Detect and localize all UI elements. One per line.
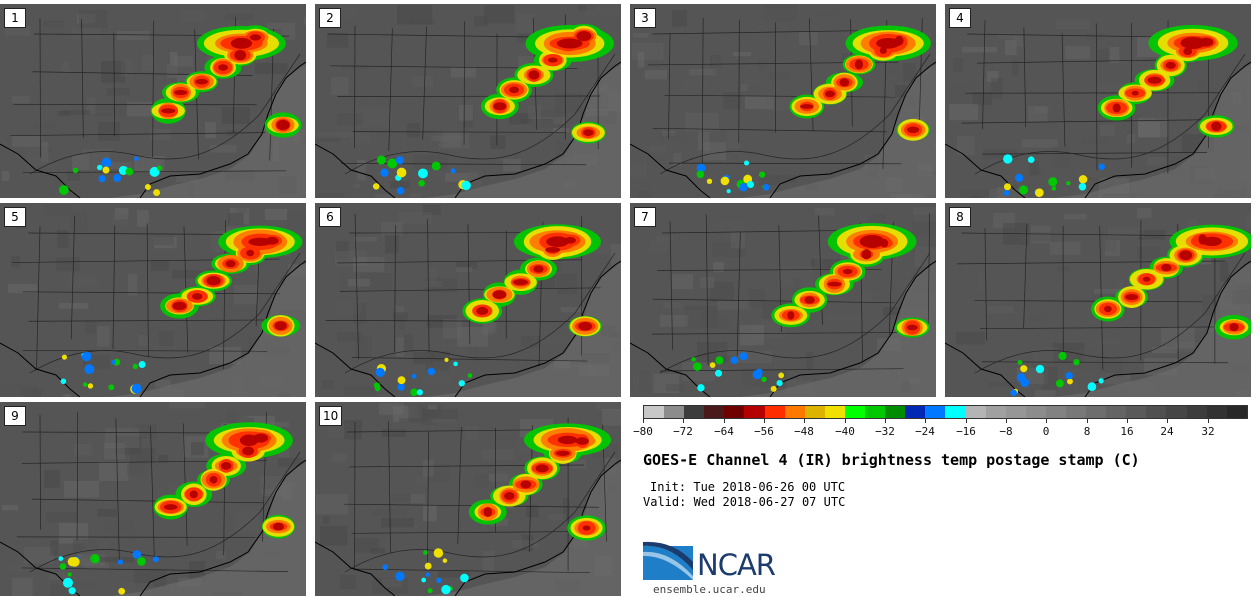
colorbar-swatch: [1226, 406, 1247, 418]
colorbar-swatch: [885, 406, 906, 418]
colorbar-tick-label: −32: [875, 425, 895, 438]
colorbar-swatch: [824, 406, 845, 418]
logo-url: ensemble.ucar.edu: [653, 583, 766, 596]
colorbar-tick-label: −48: [794, 425, 814, 438]
panel-number: 6: [319, 207, 341, 227]
colorbar-swatch: [925, 406, 946, 418]
colorbar-tick-label: −56: [754, 425, 774, 438]
colorbar-swatch: [1106, 406, 1127, 418]
colorbar-tick: [683, 419, 684, 423]
colorbar-tick-label: 8: [1083, 425, 1091, 438]
weather-map: [315, 402, 621, 596]
colorbar-swatch: [865, 406, 886, 418]
colorbar-tick: [1167, 419, 1168, 423]
colorbar-tick: [1208, 419, 1209, 423]
colorbar-swatch: [905, 406, 926, 418]
colorbar-tick-label: −16: [956, 425, 976, 438]
panel-number: 8: [949, 207, 971, 227]
init-time: Init: Tue 2018-06-26 00 UTC: [650, 480, 846, 494]
colorbar-swatch: [804, 406, 825, 418]
panel-number: 2: [319, 8, 341, 28]
colorbar-tick: [925, 419, 926, 423]
colorbar-tick-label: −24: [915, 425, 935, 438]
panel-number: 3: [634, 8, 656, 28]
colorbar-swatch: [985, 406, 1006, 418]
colorbar-tick-label: −40: [835, 425, 855, 438]
panel-number: 4: [949, 8, 971, 28]
colorbar-swatch: [1206, 406, 1227, 418]
colorbar-swatch: [1166, 406, 1187, 418]
colorbar-swatch: [1025, 406, 1046, 418]
colorbar-swatch: [744, 406, 765, 418]
colorbar: [643, 405, 1248, 419]
weather-map: [0, 203, 306, 397]
colorbar-tick-label: 32: [1201, 425, 1215, 438]
map-panel-5: 5: [0, 203, 306, 397]
colorbar-swatch: [1005, 406, 1026, 418]
colorbar-swatch: [704, 406, 725, 418]
colorbar-tick: [966, 419, 967, 423]
colorbar-tick-label: 16: [1120, 425, 1134, 438]
map-panel-8: 8: [945, 203, 1251, 397]
colorbar-swatch: [724, 406, 745, 418]
colorbar-tick-label: 0: [1042, 425, 1050, 438]
colorbar-swatch: [644, 406, 665, 418]
panel-number: 9: [4, 406, 26, 426]
weather-map: [315, 203, 621, 397]
colorbar-swatch: [945, 406, 966, 418]
map-panel-7: 7: [630, 203, 936, 397]
map-panel-3: 3: [630, 4, 936, 198]
colorbar-tick: [1087, 419, 1088, 423]
colorbar-tick: [764, 419, 765, 423]
colorbar-swatch: [664, 406, 685, 418]
map-panel-2: 2: [315, 4, 621, 198]
weather-map: [315, 4, 621, 198]
colorbar-swatch: [1065, 406, 1087, 418]
colorbar-tick-label: −64: [714, 425, 734, 438]
colorbar-tick: [845, 419, 846, 423]
colorbar-swatch: [784, 406, 805, 418]
colorbar-swatch: [764, 406, 785, 418]
colorbar-swatch: [844, 406, 866, 418]
colorbar-swatch: [965, 406, 986, 418]
weather-map: [945, 203, 1251, 397]
map-panel-1: 1: [0, 4, 306, 198]
panel-number: 1: [4, 8, 26, 28]
map-panel-6: 6: [315, 203, 621, 397]
valid-time: Valid: Wed 2018-06-27 07 UTC: [643, 495, 846, 509]
colorbar-tick: [804, 419, 805, 423]
weather-map: [945, 4, 1251, 198]
colorbar-swatch: [684, 406, 705, 418]
colorbar-tick-label: 24: [1160, 425, 1174, 438]
weather-map: [0, 402, 306, 596]
map-panel-4: 4: [945, 4, 1251, 198]
colorbar-swatch: [1045, 406, 1066, 418]
map-panel-9: 9: [0, 402, 306, 596]
colorbar-swatch: [1146, 406, 1167, 418]
weather-map: [630, 203, 936, 397]
weather-map: [630, 4, 936, 198]
colorbar-tick-label: −8: [999, 425, 1013, 438]
figure-title: GOES-E Channel 4 (IR) brightness temp po…: [643, 451, 1140, 469]
weather-map: [0, 4, 306, 198]
colorbar-tick: [1006, 419, 1007, 423]
panel-number: 5: [4, 207, 26, 227]
ncar-logo-icon: [643, 541, 693, 580]
colorbar-tick: [1046, 419, 1047, 423]
colorbar-tick-label: −72: [673, 425, 693, 438]
panel-number: 7: [634, 207, 656, 227]
colorbar-tick: [724, 419, 725, 423]
colorbar-tick: [1127, 419, 1128, 423]
colorbar-tick: [643, 419, 644, 423]
map-panel-10: 10: [315, 402, 621, 596]
logo-wordmark: NCAR: [697, 548, 776, 582]
colorbar-tick: [885, 419, 886, 423]
colorbar-swatch: [1126, 406, 1147, 418]
colorbar-swatch: [1086, 406, 1107, 418]
colorbar-swatch: [1186, 406, 1207, 418]
colorbar-ticks: −80 −72 −64 −56 −48 −40 −32 −24 −16 −8 0 8 16 24 32: [633, 419, 1248, 439]
colorbar-tick-label: −80: [633, 425, 653, 438]
panel-number: 10: [319, 406, 343, 426]
